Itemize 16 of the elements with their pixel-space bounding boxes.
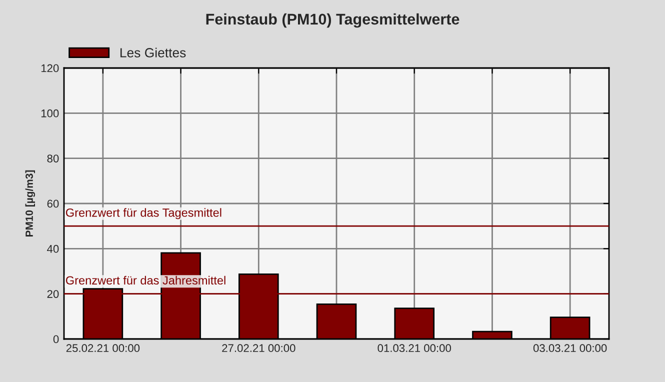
x-tick-label: 25.02.21 00:00 bbox=[66, 344, 140, 352]
y-tick-label: 100 bbox=[41, 109, 59, 118]
y-tick-label: 40 bbox=[47, 244, 59, 253]
y-tick-label: 0 bbox=[53, 335, 59, 344]
legend-label: Les Giettes bbox=[120, 48, 186, 58]
ref-line-label: Grenzwert für das Jahresmittel bbox=[66, 276, 226, 285]
ref-line-label: Grenzwert für das Tagesmittel bbox=[66, 208, 222, 220]
x-tick-label: 27.02.21 00:00 bbox=[222, 344, 296, 352]
y-tick-label: 20 bbox=[47, 290, 59, 298]
y-tick-label: 60 bbox=[47, 200, 59, 208]
y-tick-label: 120 bbox=[41, 64, 59, 72]
y-axis-title: PM10 [µg/m3] bbox=[25, 170, 36, 236]
x-tick-label: 03.03.21 00:00 bbox=[533, 344, 607, 352]
chart-title: Feinstaub (PM10) Tagesmittelwerte bbox=[206, 13, 460, 28]
y-tick-label: 80 bbox=[47, 154, 59, 162]
x-tick-label: 01.03.21 00:00 bbox=[378, 344, 451, 352]
